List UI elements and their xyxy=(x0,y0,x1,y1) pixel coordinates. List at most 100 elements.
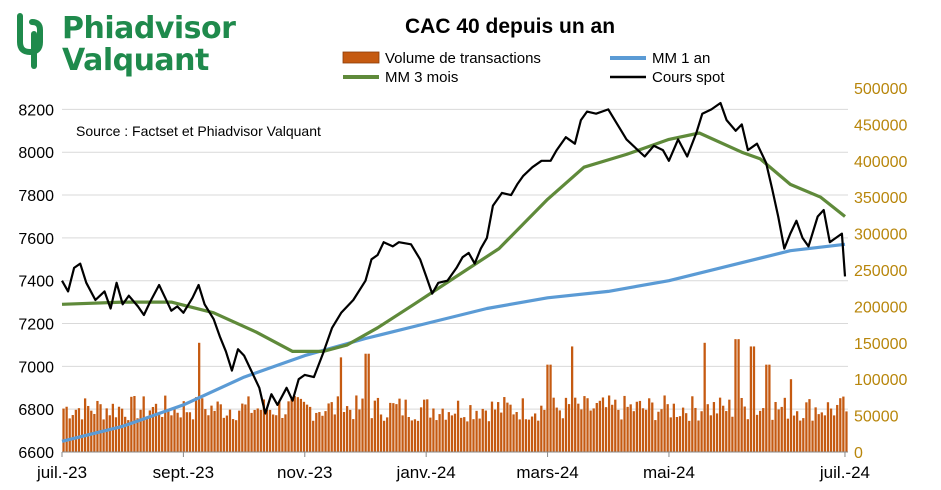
volume-bar xyxy=(83,398,87,452)
series-line-mm-1-an xyxy=(61,242,846,443)
volume-bar xyxy=(253,409,256,452)
volume-bar xyxy=(460,417,463,452)
volume-bar xyxy=(577,403,580,452)
volume-bar xyxy=(466,421,469,452)
volume-bar xyxy=(842,396,845,452)
volume-bar xyxy=(256,408,259,452)
volume-bar xyxy=(755,414,759,452)
volume-bar xyxy=(697,420,700,452)
volume-bar xyxy=(419,407,423,452)
volume-bar xyxy=(194,397,198,452)
y-left-tick-label: 6800 xyxy=(18,402,54,419)
volume-bar xyxy=(395,404,398,452)
volume-bar xyxy=(139,409,142,452)
volume-bar xyxy=(302,401,306,452)
volume-bar xyxy=(429,417,432,452)
volume-bar xyxy=(783,397,786,452)
volume-bar xyxy=(589,410,592,452)
volume-bar xyxy=(114,417,118,452)
volume-bar xyxy=(441,408,444,452)
volume-bar xyxy=(641,408,645,452)
y-right-tick-label: 500000 xyxy=(854,81,907,98)
source-annotation: Source : Factset et Phiadvisor Valquant xyxy=(76,123,321,139)
volume-bar xyxy=(219,404,222,452)
volume-bar xyxy=(654,420,657,452)
volume-bar xyxy=(601,397,605,452)
volume-bar xyxy=(660,409,663,452)
x-tick-label: mai-24 xyxy=(643,463,695,482)
volume-bar xyxy=(241,403,244,452)
volume-bar xyxy=(743,406,746,452)
volume-bar xyxy=(216,401,219,452)
volume-bar xyxy=(281,417,284,452)
volume-bar xyxy=(305,404,309,452)
volume-bar xyxy=(765,364,768,452)
y-left-tick-label: 8200 xyxy=(18,102,54,119)
y-right-tick-label: 50000 xyxy=(854,409,899,426)
volume-bar xyxy=(635,401,638,452)
volume-bar xyxy=(74,409,78,452)
volume-bar xyxy=(771,419,774,452)
volume-bar xyxy=(124,416,127,452)
volume-bar xyxy=(315,412,318,452)
volume-bar xyxy=(133,396,136,452)
volume-bar xyxy=(275,415,278,452)
volume-bar xyxy=(324,411,327,452)
volume-bar xyxy=(475,410,478,452)
grid-lines xyxy=(62,108,848,453)
volume-bar xyxy=(826,402,830,452)
volume-bar xyxy=(820,412,823,452)
y-right-tick-label: 0 xyxy=(854,445,863,462)
y-right-tick-label: 350000 xyxy=(854,190,907,207)
volume-bar xyxy=(342,411,346,452)
volume-bar xyxy=(497,402,500,452)
volume-bar xyxy=(287,401,290,452)
volume-bar xyxy=(546,364,549,452)
volume-bar xyxy=(404,399,407,452)
volume-bar xyxy=(62,408,65,452)
volume-bar xyxy=(77,408,81,452)
volume-bar xyxy=(678,416,682,452)
volume-bar xyxy=(537,420,540,452)
volume-bar xyxy=(521,398,524,452)
volume-bar xyxy=(472,419,475,452)
volume-bar xyxy=(416,420,420,452)
legend-label: MM 1 an xyxy=(652,50,710,67)
volume-bar xyxy=(731,416,734,452)
volume-bar xyxy=(247,396,250,452)
volume-bar xyxy=(370,418,373,452)
volume-bar xyxy=(244,404,247,452)
volume-bar xyxy=(503,397,506,452)
volume-bar xyxy=(191,419,195,452)
y-left-tick-label: 7000 xyxy=(18,359,54,376)
volume-bar xyxy=(68,418,71,452)
volume-bar xyxy=(167,409,170,452)
volume-bar xyxy=(364,353,367,452)
volume-bar xyxy=(749,346,753,452)
volume-bar xyxy=(607,395,611,452)
volume-bar xyxy=(648,398,651,452)
phiadvisor-logo: Phiadvisor Valquant xyxy=(14,10,236,80)
volume-bar xyxy=(789,379,793,452)
volume-bar xyxy=(829,408,833,452)
volume-bar xyxy=(817,414,820,452)
volume-bar xyxy=(382,420,386,452)
volume-bar xyxy=(312,420,315,452)
volume-bar xyxy=(188,412,192,452)
volume-bar xyxy=(102,419,105,452)
volume-bar xyxy=(182,401,185,452)
volume-bar xyxy=(225,415,229,452)
volume-bar xyxy=(512,414,515,452)
volume-bar xyxy=(663,395,666,452)
volume-bar xyxy=(657,411,660,452)
legend-label: Cours spot xyxy=(652,69,725,86)
volume-bar xyxy=(284,414,287,452)
volume-bar xyxy=(145,416,148,452)
x-tick-label: nov.-23 xyxy=(277,463,332,482)
volume-bar xyxy=(268,409,272,452)
y-right-tick-label: 400000 xyxy=(854,154,907,171)
volume-bar xyxy=(386,417,389,452)
x-tick-label: sept.-23 xyxy=(153,463,214,482)
volume-bar xyxy=(355,395,358,452)
